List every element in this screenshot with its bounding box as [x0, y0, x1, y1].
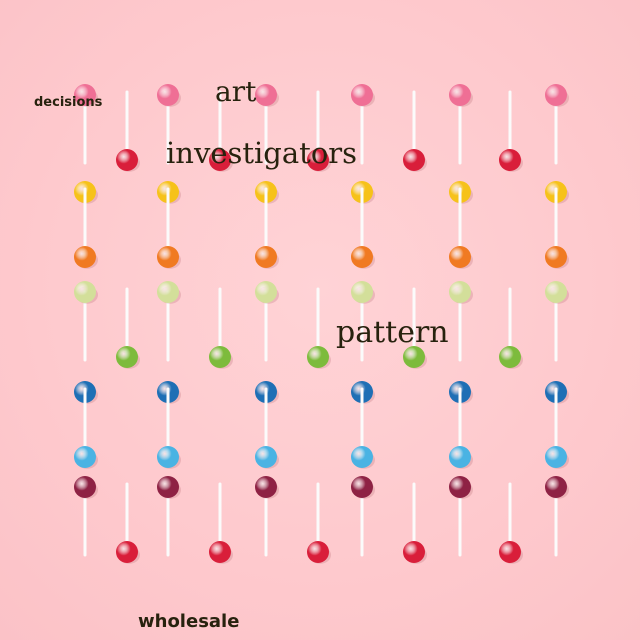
lollipop-light-blue [545, 387, 569, 469]
word-pattern: pattern [336, 315, 449, 350]
lollipop-red [403, 90, 427, 172]
lollipop-red [499, 482, 523, 564]
lollipop-red [116, 482, 140, 564]
lollipop-green [209, 287, 233, 369]
lollipop-lime [449, 281, 473, 362]
lollipop-lime [351, 281, 375, 362]
lollipop-pink [545, 84, 569, 165]
lollipop-lime [545, 281, 569, 362]
word-art: art [215, 75, 257, 108]
lollipop-orange [449, 187, 473, 269]
word-wholesale: wholesale [138, 611, 240, 632]
lollipop-pink [74, 84, 98, 165]
lollipop-green [307, 287, 331, 369]
lollipop-light-blue [157, 387, 181, 469]
lollipop-orange [255, 187, 279, 269]
lollipop-orange [74, 187, 98, 269]
lollipop-red [307, 90, 331, 172]
lollipop-pink [157, 84, 181, 165]
lollipop-maroon [449, 476, 473, 557]
lollipop-pink [255, 84, 279, 165]
lollipop-maroon [255, 476, 279, 557]
lollipop-green [116, 287, 140, 369]
word-decisions: decisions [34, 95, 103, 110]
lollipop-maroon [351, 476, 375, 557]
lollipop-red [403, 482, 427, 564]
lollipop-red [209, 90, 233, 172]
lollipop-orange [545, 187, 569, 269]
lollipop-maroon [545, 476, 569, 557]
lollipop-light-blue [74, 387, 98, 469]
lollipop-orange [351, 187, 375, 269]
lollipop-light-blue [351, 387, 375, 469]
lollipop-green [403, 287, 427, 369]
lollipop-red [499, 90, 523, 172]
lollipop-pink [449, 84, 473, 165]
lollipop-red [116, 90, 140, 172]
lollipop-lime [255, 281, 279, 362]
lollipop-orange [157, 187, 181, 269]
lollipop-light-blue [449, 387, 473, 469]
lollipop-light-blue [255, 387, 279, 469]
word-investigators: investigators [166, 136, 358, 170]
lollipop-red [307, 482, 331, 564]
lollipop-lime [157, 281, 181, 362]
lollipop-maroon [157, 476, 181, 557]
lollipop-green [499, 287, 523, 369]
lollipop-pink [351, 84, 375, 165]
lollipop-red [209, 482, 233, 564]
lollipop-lime [74, 281, 98, 362]
lollipop-maroon [74, 476, 98, 557]
